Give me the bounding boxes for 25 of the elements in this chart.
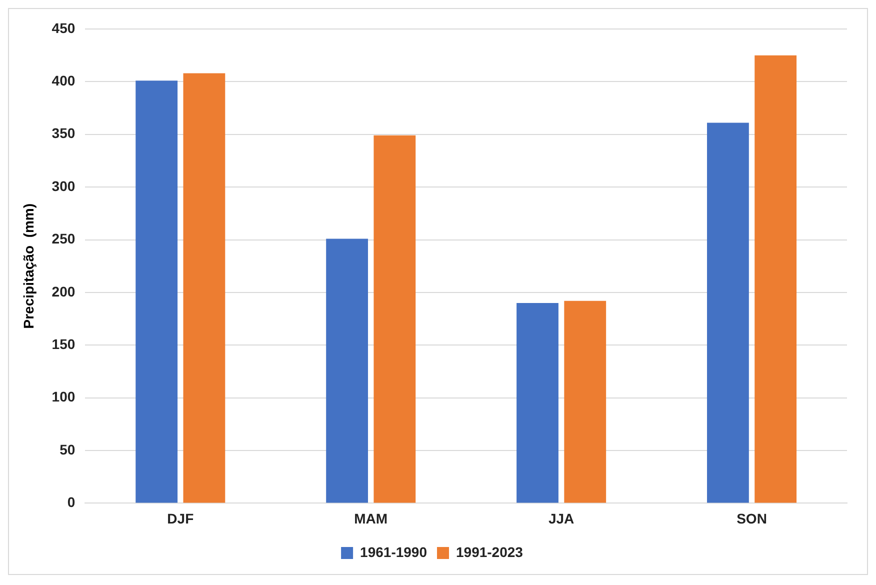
y-tick-label: 400 [52, 72, 76, 89]
x-tick-label: DJF [167, 510, 194, 526]
bar [707, 122, 749, 503]
y-tick-label: 100 [52, 388, 76, 405]
y-tick-label: 50 [60, 441, 76, 458]
y-tick-label: 300 [52, 178, 76, 194]
x-tick-label: MAM [354, 510, 388, 526]
bar [516, 302, 558, 503]
y-tick-label: 200 [52, 283, 76, 300]
bar [183, 73, 226, 503]
y-tick-label: 0 [67, 494, 76, 510]
y-tick-label: 350 [52, 125, 76, 142]
bar [374, 135, 416, 503]
y-tick-label: 150 [52, 336, 76, 352]
legend-label: 1961-1990 [360, 544, 428, 560]
y-tick-label: 450 [52, 20, 76, 36]
x-tick-label: SON [736, 510, 767, 526]
bar [754, 55, 797, 503]
y-axis-title: Precipitação (mm) [20, 203, 36, 329]
bar [326, 238, 368, 503]
x-tick-label: JJA [548, 510, 574, 526]
bar [136, 80, 178, 503]
bar [564, 300, 606, 503]
legend-label: 1991-2023 [456, 544, 524, 560]
y-tick-label: 250 [52, 230, 76, 247]
